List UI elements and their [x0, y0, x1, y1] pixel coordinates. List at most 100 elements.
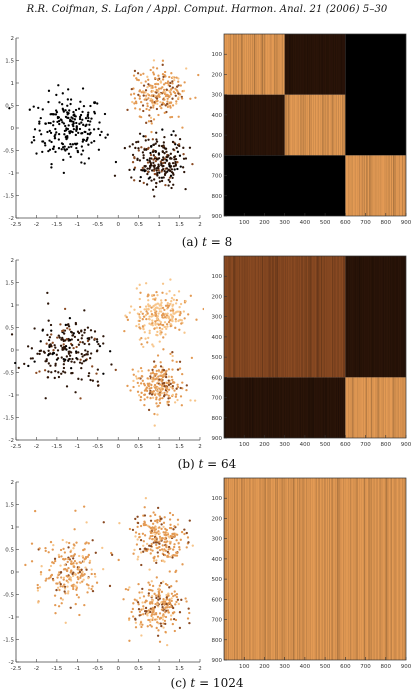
scatter-point — [114, 368, 117, 372]
scatter-point — [178, 154, 182, 157]
scatter-point — [85, 568, 88, 571]
x-tick-label: 1.5 — [175, 222, 184, 228]
scatter-point — [70, 351, 73, 354]
scatter-point — [48, 336, 52, 339]
matrix-stripe — [280, 478, 282, 660]
scatter-point — [70, 584, 73, 587]
matrix-stripe — [248, 34, 249, 95]
scatter-point — [47, 370, 50, 373]
scatter-point — [97, 148, 101, 151]
matrix-x-tick-label: 700 — [360, 220, 371, 226]
scatter-point — [154, 94, 157, 98]
scatter-point — [149, 610, 152, 614]
scatter-point — [81, 140, 84, 143]
matrix-stripe — [242, 34, 244, 95]
scatter-point — [189, 399, 192, 402]
scatter-point — [67, 88, 70, 91]
scatter-point — [44, 549, 47, 553]
scatter-point — [157, 157, 161, 160]
scatter-point — [57, 132, 61, 136]
scatter-point — [134, 146, 137, 150]
scatter-point — [159, 321, 163, 324]
scatter-point — [154, 364, 158, 367]
scatter-point — [143, 384, 146, 387]
scatter-point — [85, 541, 88, 544]
scatter-point — [132, 379, 135, 383]
scatter-point — [162, 531, 165, 534]
scatter-point — [151, 396, 155, 399]
scatter-point — [147, 308, 150, 311]
scatter-point — [162, 313, 165, 316]
scatter-point — [149, 535, 152, 538]
scatter-point — [125, 316, 128, 319]
scatter-point — [141, 318, 144, 321]
scatter-point — [86, 136, 89, 140]
scatter-point — [156, 316, 159, 320]
scatter-point — [124, 314, 127, 317]
scatter-point — [144, 282, 148, 285]
matrix-stripe — [259, 94, 262, 156]
scatter-point — [170, 115, 174, 119]
matrix-stripe — [304, 478, 305, 660]
matrix-stripe — [378, 155, 380, 216]
scatter-point — [57, 605, 61, 608]
scatter-point — [164, 81, 167, 85]
scatter-point — [39, 116, 42, 120]
scatter-point — [74, 133, 77, 137]
matrix-block — [224, 34, 285, 95]
matrix-stripe — [375, 478, 378, 660]
matrix-stripe — [229, 377, 232, 438]
x-tick-label: -1.5 — [52, 444, 63, 450]
matrix-stripe — [283, 256, 285, 378]
matrix-stripe — [252, 478, 254, 660]
figure-caption: (b) t = 64 — [0, 457, 414, 471]
matrix-stripe — [246, 377, 248, 438]
scatter-point — [154, 85, 157, 89]
matrix-x-tick-label: 600 — [340, 442, 351, 448]
scatter-point — [147, 385, 151, 388]
scatter-point — [110, 553, 114, 556]
scatter-point — [128, 639, 131, 642]
matrix-stripe — [379, 377, 381, 438]
x-tick-label: -0.5 — [92, 222, 103, 228]
scatter-point — [48, 568, 51, 572]
scatter-point — [154, 320, 157, 323]
scatter-point — [164, 600, 167, 604]
matrix-x-tick-label: 500 — [320, 220, 331, 226]
scatter-point — [161, 150, 164, 154]
scatter-point — [182, 310, 186, 313]
scatter-point — [38, 370, 41, 373]
matrix-stripe — [305, 256, 307, 378]
scatter-point — [161, 73, 165, 76]
scatter-point — [155, 531, 158, 534]
scatter-point — [171, 351, 174, 354]
scatter-point — [171, 80, 174, 83]
matrix-stripe — [297, 478, 298, 660]
scatter-point — [150, 595, 154, 598]
matrix-stripe — [298, 478, 300, 660]
scatter-point — [165, 155, 168, 159]
matrix-stripe — [345, 155, 346, 216]
scatter-point — [47, 577, 51, 580]
scatter-point — [79, 358, 82, 361]
scatter-point — [129, 389, 132, 392]
scatter-point — [63, 563, 66, 567]
scatter-point — [68, 328, 71, 331]
scatter-point — [68, 338, 72, 342]
matrix-y-tick-label: 100 — [212, 274, 223, 280]
scatter-point — [71, 123, 74, 126]
scatter-point — [113, 174, 117, 177]
matrix-stripe — [371, 155, 373, 216]
scatter-point — [182, 153, 185, 156]
scatter-point — [81, 118, 84, 121]
scatter-point — [68, 317, 72, 320]
scatter-point — [164, 312, 167, 316]
scatter-point — [158, 340, 161, 343]
matrix-stripe — [335, 94, 337, 156]
matrix-stripe — [239, 377, 242, 438]
scatter-point — [166, 555, 169, 558]
scatter-point — [150, 179, 153, 182]
matrix-stripe — [242, 478, 244, 660]
scatter-point — [75, 585, 78, 588]
scatter-point — [151, 390, 154, 393]
